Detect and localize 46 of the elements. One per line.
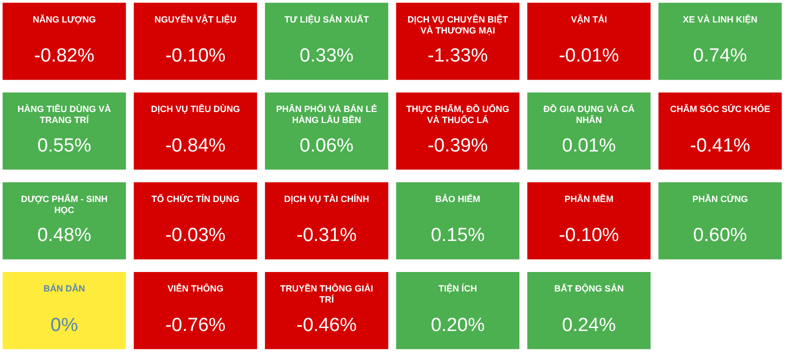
category-label: DỊCH VỤ TIÊU DÙNG: [150, 103, 240, 114]
data-label: -0.46%: [296, 314, 357, 336]
data-label: 0.48%: [37, 225, 92, 246]
data-label: 0.01%: [562, 135, 616, 156]
category-label: PHẦN CỨNG: [692, 192, 748, 204]
data-label: 0.15%: [430, 225, 485, 246]
data-label: -0.31%: [296, 225, 357, 246]
category-label: ĐỒ GIA DỤNG VÀ CÁ NHÂN: [543, 103, 636, 126]
category-label: CHĂM SÓC SỨC KHỎE: [670, 103, 770, 114]
category-label: BẢO HIỂM: [435, 192, 480, 204]
category-label: DỊCH VỤ TÀI CHÍNH: [284, 194, 370, 204]
category-label: VẬN TẢI: [570, 13, 607, 24]
category-label: TRUYỀN THÔNG GIẢI TRÍ: [280, 282, 374, 305]
category-label: THỰC PHẨM, ĐỒ UỐNG VÀ THUỐC LÁ: [406, 103, 510, 126]
category-label: NĂNG LƯỢNG: [32, 14, 96, 24]
data-label: 0.20%: [430, 314, 485, 336]
data-label: -0.01%: [558, 46, 620, 67]
data-label: 0%: [50, 314, 78, 336]
category-label: BẤT ĐỘNG SẢN: [554, 282, 624, 294]
category-label: BÁN DẪN: [44, 282, 86, 294]
category-label: XE VÀ LINH KIỆN: [682, 13, 758, 24]
category-label: DƯỢC PHẨM - SINH HỌC: [20, 192, 108, 215]
category-label: PHẦN MỀM: [564, 192, 614, 204]
data-label: -0.10%: [165, 46, 226, 67]
data-label: -0.10%: [558, 225, 620, 246]
data-label: 0.24%: [562, 314, 616, 336]
data-label: -1.33%: [428, 46, 488, 67]
data-label: 0.60%: [693, 225, 748, 246]
category-label: TƯ LIỆU SẢN XUẤT: [284, 13, 370, 24]
category-label: HÀNG TIÊU DÙNG VÀ TRANG TRÍ: [18, 103, 112, 126]
data-label: -0.39%: [428, 135, 488, 156]
data-label: 0.55%: [37, 135, 92, 156]
data-label: 0.33%: [300, 46, 354, 67]
data-label: -0.76%: [165, 314, 226, 336]
data-label: -0.03%: [165, 225, 226, 246]
category-label: VIỄN THÔNG: [167, 282, 224, 294]
category-label: TIỆN ÍCH: [438, 282, 478, 294]
data-label: 0.74%: [693, 46, 748, 67]
category-label: TỔ CHỨC TÍN DỤNG: [151, 192, 240, 204]
data-label: 0.06%: [300, 135, 354, 156]
category-label: DỊCH VỤ CHUYÊN BIỆT VÀ THƯƠNG MẠI: [408, 13, 509, 36]
category-label: PHÂN PHỐI VÀ BÁN LẺ HÀNG LÂU BỀN: [276, 103, 378, 126]
data-label: -0.41%: [690, 135, 750, 156]
data-label: -0.84%: [165, 135, 226, 156]
category-label: NGUYÊN VẬT LIỆU: [154, 13, 236, 24]
data-label: -0.82%: [34, 46, 94, 67]
